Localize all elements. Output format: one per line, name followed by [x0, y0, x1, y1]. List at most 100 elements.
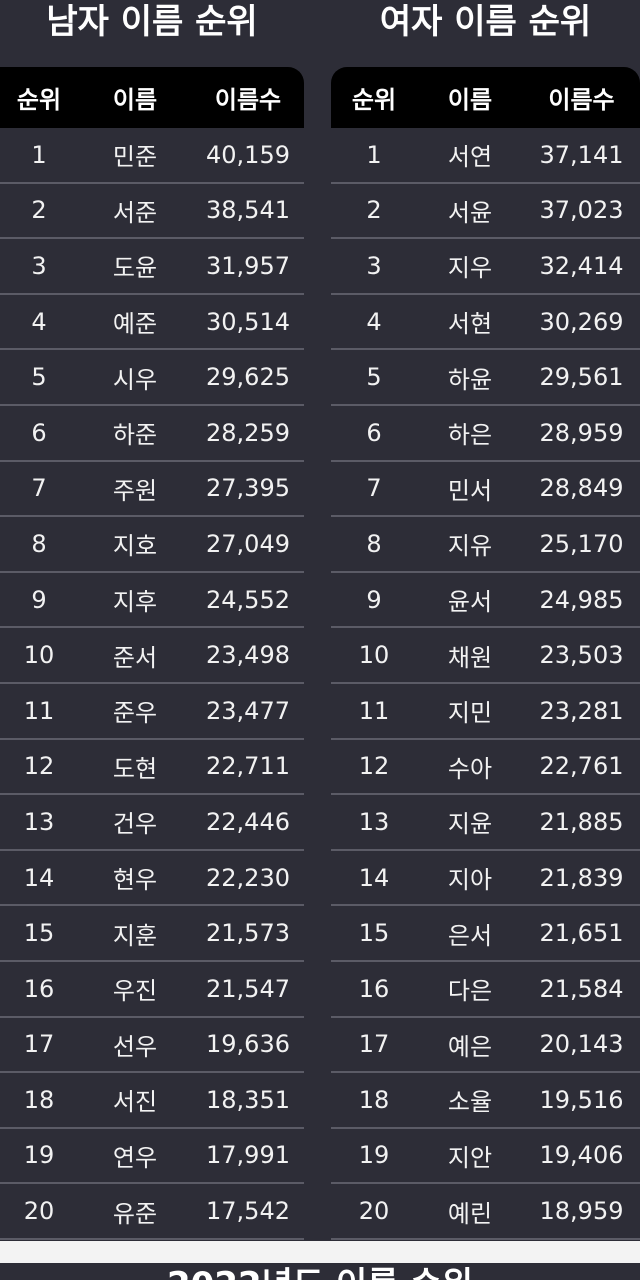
name-cell: 주원 [112, 476, 158, 505]
name-cell: 유준 [112, 1199, 158, 1228]
count-cell: 21,547 [206, 974, 290, 1003]
table-row: 5 하윤 29,561 [331, 350, 640, 406]
count-cell: 23,498 [206, 641, 290, 670]
table-row: 5 시우 29,625 [0, 350, 304, 406]
rank-cell: 1 [366, 140, 382, 169]
count-cell: 23,281 [539, 696, 624, 725]
table-row: 12 도현 22,711 [0, 740, 304, 796]
count-cell: 29,625 [206, 363, 290, 392]
table-row: 1 서연 37,141 [331, 128, 640, 184]
table-row: 19 지안 19,406 [331, 1129, 640, 1185]
name-cell: 하은 [447, 421, 493, 450]
table-body: 1 서연 37,141 2 서윤 37,023 3 지우 32,414 4 서현 30,269 5 하윤 2… [331, 128, 640, 1240]
rank-cell: 2 [366, 196, 382, 225]
next-section-title: 2022년도 이름 순위 [0, 1265, 640, 1280]
count-cell: 37,023 [539, 196, 624, 225]
table-row: 14 현우 22,230 [0, 851, 304, 907]
table-row: 3 도윤 31,957 [0, 239, 304, 295]
count-cell: 22,761 [539, 752, 624, 781]
count-cell: 19,406 [539, 1141, 624, 1170]
rank-cell: 20 [358, 1197, 390, 1226]
table-row: 15 은서 21,651 [331, 906, 640, 962]
table-row: 10 준서 23,498 [0, 628, 304, 684]
count-cell: 30,269 [539, 307, 624, 336]
count-cell: 37,141 [539, 140, 624, 169]
rank-cell: 8 [366, 529, 382, 558]
count-cell: 18,351 [206, 1085, 290, 1114]
table-row: 8 지호 27,049 [0, 517, 304, 573]
rank-cell: 15 [358, 919, 390, 948]
name-cell: 서현 [447, 310, 493, 339]
table-row: 6 하은 28,959 [331, 406, 640, 462]
rank-cell: 7 [31, 474, 47, 503]
rank-cell: 8 [31, 529, 47, 558]
name-cell: 예은 [447, 1032, 493, 1061]
table-body: 1 민준 40,159 2 서준 38,541 3 도윤 31,957 4 예준 30,514 5 시우 2… [0, 128, 304, 1240]
count-cell: 27,395 [206, 474, 290, 503]
rank-cell: 7 [366, 474, 382, 503]
rank-cell: 10 [23, 641, 55, 670]
table-row: 7 민서 28,849 [331, 462, 640, 518]
rank-cell: 18 [23, 1085, 55, 1114]
rank-cell: 11 [23, 696, 55, 725]
count-cell: 17,542 [206, 1197, 290, 1226]
name-cell: 지민 [447, 699, 493, 728]
table-row: 18 서진 18,351 [0, 1073, 304, 1129]
name-cell: 지윤 [447, 810, 493, 839]
rank-cell: 13 [358, 807, 390, 836]
table-row: 20 유준 17,542 [0, 1184, 304, 1240]
rank-cell: 14 [23, 863, 55, 892]
rank-cell: 4 [366, 307, 382, 336]
rank-cell: 16 [23, 974, 55, 1003]
rank-cell: 4 [31, 307, 47, 336]
count-cell: 18,959 [539, 1197, 624, 1226]
name-cell: 지우 [447, 254, 493, 283]
table-row: 16 우진 21,547 [0, 962, 304, 1018]
name-cell: 하윤 [447, 365, 493, 394]
count-cell: 24,985 [539, 585, 624, 614]
count-cell: 22,711 [206, 752, 290, 781]
name-cell: 서윤 [447, 198, 493, 227]
name-cell: 연우 [112, 1143, 158, 1172]
female-ranking-title: 여자 이름 순위 [379, 2, 592, 42]
table-row: 9 윤서 24,985 [331, 573, 640, 629]
name-cell: 민서 [447, 476, 493, 505]
header-name: 이름 [112, 86, 158, 114]
table-row: 2 서윤 37,023 [331, 184, 640, 240]
count-cell: 31,957 [206, 251, 290, 280]
name-cell: 다은 [447, 977, 493, 1006]
name-cell: 지후 [112, 588, 158, 617]
count-cell: 30,514 [206, 307, 290, 336]
table-row: 12 수아 22,761 [331, 740, 640, 796]
name-cell: 도윤 [112, 254, 158, 283]
table-row: 17 선우 19,636 [0, 1018, 304, 1074]
name-cell: 지유 [447, 532, 493, 561]
header-count: 이름수 [548, 86, 615, 114]
count-cell: 19,516 [539, 1085, 624, 1114]
name-cell: 준우 [112, 699, 158, 728]
rank-cell: 5 [366, 363, 382, 392]
count-cell: 40,159 [206, 140, 290, 169]
name-cell: 선우 [112, 1032, 158, 1061]
rank-cell: 12 [23, 752, 55, 781]
count-cell: 19,636 [206, 1030, 290, 1059]
table-row: 11 준우 23,477 [0, 684, 304, 740]
name-cell: 지아 [447, 866, 493, 895]
count-cell: 38,541 [206, 196, 290, 225]
next-section: 2022년도 이름 순위 [0, 1263, 640, 1280]
count-cell: 22,230 [206, 863, 290, 892]
name-cell: 은서 [447, 921, 493, 950]
table-row: 4 서현 30,269 [331, 295, 640, 351]
rank-cell: 5 [31, 363, 47, 392]
name-cell: 예린 [447, 1199, 493, 1228]
count-cell: 23,503 [539, 641, 624, 670]
table-row: 13 건우 22,446 [0, 795, 304, 851]
male-ranking-title: 남자 이름 순위 [46, 2, 258, 42]
name-cell: 서연 [447, 143, 493, 172]
name-cell: 준서 [112, 643, 158, 672]
rank-cell: 15 [23, 919, 55, 948]
name-cell: 채원 [447, 643, 493, 672]
name-cell: 도현 [112, 754, 158, 783]
count-cell: 21,651 [539, 919, 624, 948]
rank-cell: 13 [23, 807, 55, 836]
